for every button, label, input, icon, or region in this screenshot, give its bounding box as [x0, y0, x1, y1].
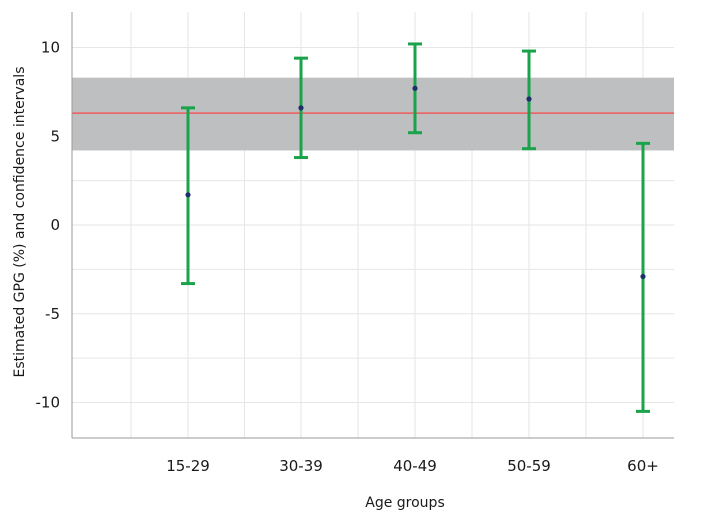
y-tick-label: 10 — [41, 39, 60, 57]
x-tick-label: 50-59 — [507, 457, 551, 475]
reference-band-layer — [72, 77, 674, 151]
x-axis-title: Age groups — [365, 495, 444, 511]
estimate-point — [640, 273, 646, 280]
x-tick-label: 15-29 — [166, 457, 210, 475]
y-tick-label: 5 — [50, 127, 60, 145]
y-axis-title: Estimated GPG (%) and confidence interva… — [12, 67, 28, 378]
y-tick-label: -5 — [45, 305, 60, 323]
x-tick-label: 60+ — [627, 457, 659, 475]
estimate-points — [185, 85, 646, 280]
x-tick-label: 30-39 — [279, 457, 323, 475]
grid-lines — [72, 12, 674, 438]
axes — [71, 12, 674, 439]
estimate-point — [298, 105, 304, 111]
tick-labels: -10 -5 0 5 10 15-29 30-39 40-49 50-59 60+ — [36, 39, 659, 476]
estimate-point — [412, 85, 418, 91]
estimate-point — [526, 96, 532, 102]
y-tick-label: -10 — [36, 394, 61, 412]
x-tick-label: 40-49 — [393, 457, 437, 475]
reference-band — [72, 77, 674, 151]
estimate-point — [185, 192, 191, 198]
y-tick-label: 0 — [50, 216, 60, 234]
